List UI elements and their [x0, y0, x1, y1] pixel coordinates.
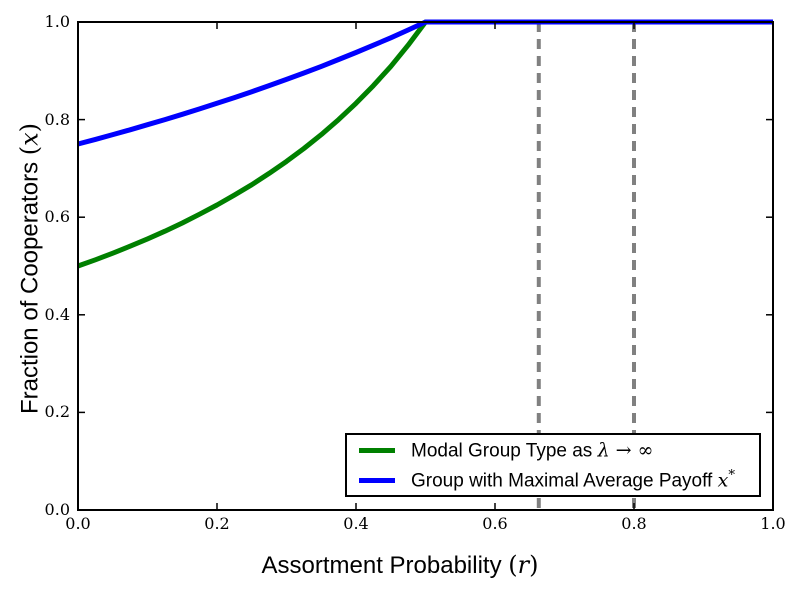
y-tick-label-1.0: 1.0 [44, 12, 70, 31]
legend: Modal Group Type as λ → ∞ Group with Max… [345, 433, 761, 497]
x-tick-label-1.0: 1.0 [760, 514, 786, 533]
x-axis-label-close-paren: ) [529, 551, 539, 579]
y-axis-label-text: Fraction of Cooperators [16, 155, 44, 415]
legend-swatch-green-line [359, 447, 395, 453]
y-axis-label-close-paren: ) [15, 122, 44, 133]
legend-label-modal-group-type: Modal Group Type as λ → ∞ [411, 439, 654, 462]
x-tick-label-0.8: 0.8 [621, 514, 647, 533]
y-tick-label-0.8: 0.8 [44, 109, 70, 129]
series-line-0 [77, 19, 773, 269]
y-axis-label-math-var: x [15, 132, 44, 146]
x-axis-label: Assortment Probability (r) [0, 551, 800, 580]
legend-label-maximal-average-payoff: Group with Maximal Average Payoff x* [411, 467, 735, 492]
x-axis-label-text: Assortment Probability [261, 552, 509, 579]
y-tick-label-0.2: 0.2 [44, 402, 70, 422]
series-line-1 [77, 19, 773, 147]
y-axis-label-open-paren: ( [15, 145, 44, 156]
y-axis-label: Fraction of Cooperators (x) [16, 92, 45, 446]
x-tick-label-0.0: 0.0 [65, 514, 91, 533]
x-tick-label-0.4: 0.4 [343, 514, 369, 533]
legend-swatch-blue-line [359, 477, 395, 483]
x-axis-label-open-paren: ( [508, 551, 518, 579]
x-axis-label-math-var: r [517, 551, 530, 579]
x-tick-label-0.2: 0.2 [204, 514, 230, 533]
legend-item-modal-group-type: Modal Group Type as λ → ∞ [347, 435, 759, 465]
legend-item-maximal-average-payoff: Group with Maximal Average Payoff x* [347, 465, 759, 495]
y-tick-label-0.0: 0.0 [44, 500, 70, 519]
y-tick-label-0.6: 0.6 [44, 207, 70, 227]
axes-spines [77, 21, 774, 511]
y-tick-label-0.4: 0.4 [44, 304, 70, 324]
x-tick-label-0.6: 0.6 [482, 514, 508, 533]
